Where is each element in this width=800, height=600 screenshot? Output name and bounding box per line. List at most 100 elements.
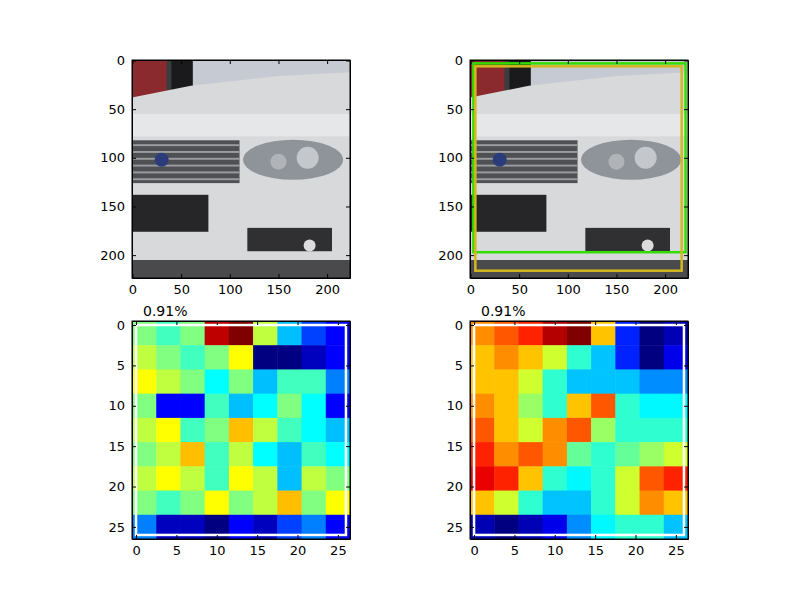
tick-mark [346, 487, 350, 488]
tick: 150 [605, 274, 630, 297]
heatmap-cell [156, 394, 181, 419]
tick: 0 [455, 318, 474, 333]
photo-grille-bar [470, 144, 578, 146]
photo-grille-bar [470, 158, 578, 160]
axis-line [470, 61, 471, 279]
tick-mark [136, 535, 137, 539]
tick-label: 0 [455, 318, 463, 333]
plot-frame [470, 60, 688, 278]
heatmap-cell [277, 369, 302, 394]
tick-mark [346, 255, 350, 256]
tick-mark [217, 535, 218, 539]
heatmap-cell [302, 345, 327, 370]
tick [136, 321, 137, 325]
tick-mark [278, 60, 279, 64]
tick [636, 321, 637, 325]
tick [327, 60, 328, 64]
plot-area [470, 60, 688, 278]
tick-mark [132, 206, 136, 207]
tick-label: 25 [446, 520, 463, 535]
tick: 10 [547, 535, 564, 558]
tick-mark [519, 274, 520, 278]
photo-floor [470, 260, 688, 278]
tick [519, 60, 520, 64]
axis-line [133, 278, 351, 279]
tick-mark [470, 527, 474, 528]
tick-label: 15 [108, 439, 125, 454]
tick-mark [132, 527, 136, 528]
tick-mark [346, 158, 350, 159]
heatmap-cell [543, 442, 568, 467]
background [0, 0, 800, 600]
tick-mark [470, 487, 474, 488]
tick-mark [470, 109, 474, 110]
tick: 25 [108, 520, 136, 535]
photo-grille-bar [132, 171, 240, 173]
tick [298, 321, 299, 325]
tick-label: 0 [129, 282, 137, 297]
tick-label: 20 [290, 543, 307, 558]
y-axis: 050100150200 [100, 53, 136, 278]
heatmap-cell [229, 491, 254, 516]
heatmap-cell [567, 491, 592, 516]
heatmap-cell [253, 394, 278, 419]
tick: 200 [438, 248, 474, 263]
tick [278, 60, 279, 64]
heatmap-cell [494, 394, 519, 419]
tick: 200 [653, 274, 678, 297]
tick-mark [470, 325, 474, 326]
heatmap-cell [229, 394, 254, 419]
tick: 50 [173, 274, 190, 297]
tick [568, 60, 569, 64]
tick [684, 158, 688, 159]
tick: 150 [438, 199, 474, 214]
photo-car-body [470, 72, 688, 278]
tick-mark [132, 255, 136, 256]
tick-label: 0 [117, 318, 125, 333]
heatmap-cell [543, 394, 568, 419]
subplot: 051015202505101520250.91% [108, 303, 350, 558]
tick [665, 60, 666, 64]
heatmap-cell [277, 345, 302, 370]
photo-grille-bar [132, 158, 240, 160]
tick-mark [346, 406, 350, 407]
tick-mark [470, 158, 474, 159]
tick-mark [555, 535, 556, 539]
photo-hood [132, 114, 350, 136]
tick [684, 60, 688, 61]
heatmap-cell [615, 442, 640, 467]
tick-label: 100 [438, 150, 463, 165]
tick: 15 [587, 535, 604, 558]
photo-grille-bar [470, 178, 578, 180]
tick-mark [568, 60, 569, 64]
tick: 20 [628, 535, 645, 558]
x-axis-top [471, 321, 689, 325]
heatmap-cell [615, 418, 640, 443]
tick [595, 321, 596, 325]
heatmap-cell [180, 442, 205, 467]
heatmap-cell [591, 345, 616, 370]
heatmap-cell [567, 442, 592, 467]
tick: 50 [446, 102, 474, 117]
tick-label: 0 [467, 282, 475, 297]
tick: 15 [249, 535, 266, 558]
heatmap-cell [229, 466, 254, 491]
tick-mark [217, 321, 218, 325]
heatmap-cell [156, 466, 181, 491]
plot-area [470, 321, 688, 539]
tick: 5 [173, 535, 181, 558]
heatmap-cell [253, 466, 278, 491]
heatmap-cell [567, 394, 592, 419]
tick-mark [474, 321, 475, 325]
tick: 150 [267, 274, 292, 297]
heatmap-cell [640, 466, 665, 491]
heatmap-cell [205, 466, 230, 491]
heatmap-cell [253, 442, 278, 467]
tick-mark [132, 60, 136, 61]
tick-mark [338, 535, 339, 539]
axis-line [471, 539, 689, 540]
axis-line [350, 322, 351, 540]
photo-grille-bar [470, 151, 578, 153]
tick-mark [327, 274, 328, 278]
heatmap-cell [518, 418, 543, 443]
